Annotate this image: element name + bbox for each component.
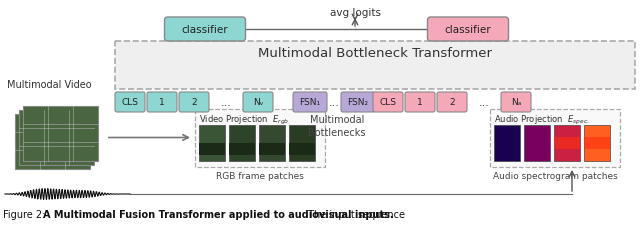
Text: A Multimodal Fusion Transformer applied to audiovisual inputs.: A Multimodal Fusion Transformer applied … xyxy=(43,209,394,219)
Text: ...: ... xyxy=(328,98,339,108)
Bar xyxy=(229,143,255,155)
Bar xyxy=(490,110,620,167)
FancyBboxPatch shape xyxy=(437,93,467,112)
Text: The input sequence: The input sequence xyxy=(305,209,405,219)
Bar xyxy=(199,143,225,155)
Text: Audio Projection  $E_{spec.}$: Audio Projection $E_{spec.}$ xyxy=(494,113,589,126)
FancyBboxPatch shape xyxy=(373,93,403,112)
Bar xyxy=(259,126,285,161)
Text: Nₐ: Nₐ xyxy=(511,98,521,107)
Text: Multimodal Video: Multimodal Video xyxy=(7,80,92,90)
FancyBboxPatch shape xyxy=(428,18,509,42)
Text: Video Projection  $E_{rgb}$: Video Projection $E_{rgb}$ xyxy=(199,113,289,126)
Text: 1: 1 xyxy=(417,98,423,107)
Bar xyxy=(259,143,285,155)
Text: Multimodal
Bottlenecks: Multimodal Bottlenecks xyxy=(308,115,365,138)
Text: 1: 1 xyxy=(159,98,165,107)
Text: CLS: CLS xyxy=(380,98,397,107)
Text: classifier: classifier xyxy=(182,25,228,35)
Text: FSN₂: FSN₂ xyxy=(348,98,369,107)
Text: CLS: CLS xyxy=(122,98,138,107)
Text: Multimodal Bottleneck Transformer: Multimodal Bottleneck Transformer xyxy=(258,47,492,60)
Bar xyxy=(15,115,90,169)
FancyBboxPatch shape xyxy=(115,93,145,112)
Text: 2: 2 xyxy=(191,98,197,107)
Bar xyxy=(195,110,325,167)
Bar xyxy=(554,126,580,161)
Bar xyxy=(584,137,610,149)
FancyBboxPatch shape xyxy=(501,93,531,112)
Text: avg logits: avg logits xyxy=(330,8,381,18)
Text: 2: 2 xyxy=(449,98,455,107)
Bar xyxy=(289,143,315,155)
Text: FSN₁: FSN₁ xyxy=(300,98,321,107)
Bar xyxy=(19,110,94,165)
FancyBboxPatch shape xyxy=(243,93,273,112)
Bar xyxy=(229,126,255,161)
FancyBboxPatch shape xyxy=(164,18,246,42)
FancyBboxPatch shape xyxy=(293,93,327,112)
Bar xyxy=(115,42,635,90)
Text: ...: ... xyxy=(479,98,490,108)
Text: Nᵥ: Nᵥ xyxy=(253,98,263,107)
Text: ...: ... xyxy=(221,98,232,108)
Text: Audio spectrogram patches: Audio spectrogram patches xyxy=(493,171,618,180)
Text: Figure 2:: Figure 2: xyxy=(3,209,49,219)
Text: RGB frame patches: RGB frame patches xyxy=(216,171,304,180)
Bar xyxy=(23,106,98,161)
Text: classifier: classifier xyxy=(445,25,492,35)
Bar xyxy=(524,126,550,161)
Bar xyxy=(554,137,580,149)
FancyBboxPatch shape xyxy=(341,93,375,112)
FancyBboxPatch shape xyxy=(179,93,209,112)
Bar xyxy=(584,126,610,161)
FancyBboxPatch shape xyxy=(147,93,177,112)
Bar xyxy=(289,126,315,161)
Bar xyxy=(494,126,520,161)
Bar xyxy=(199,126,225,161)
FancyBboxPatch shape xyxy=(405,93,435,112)
